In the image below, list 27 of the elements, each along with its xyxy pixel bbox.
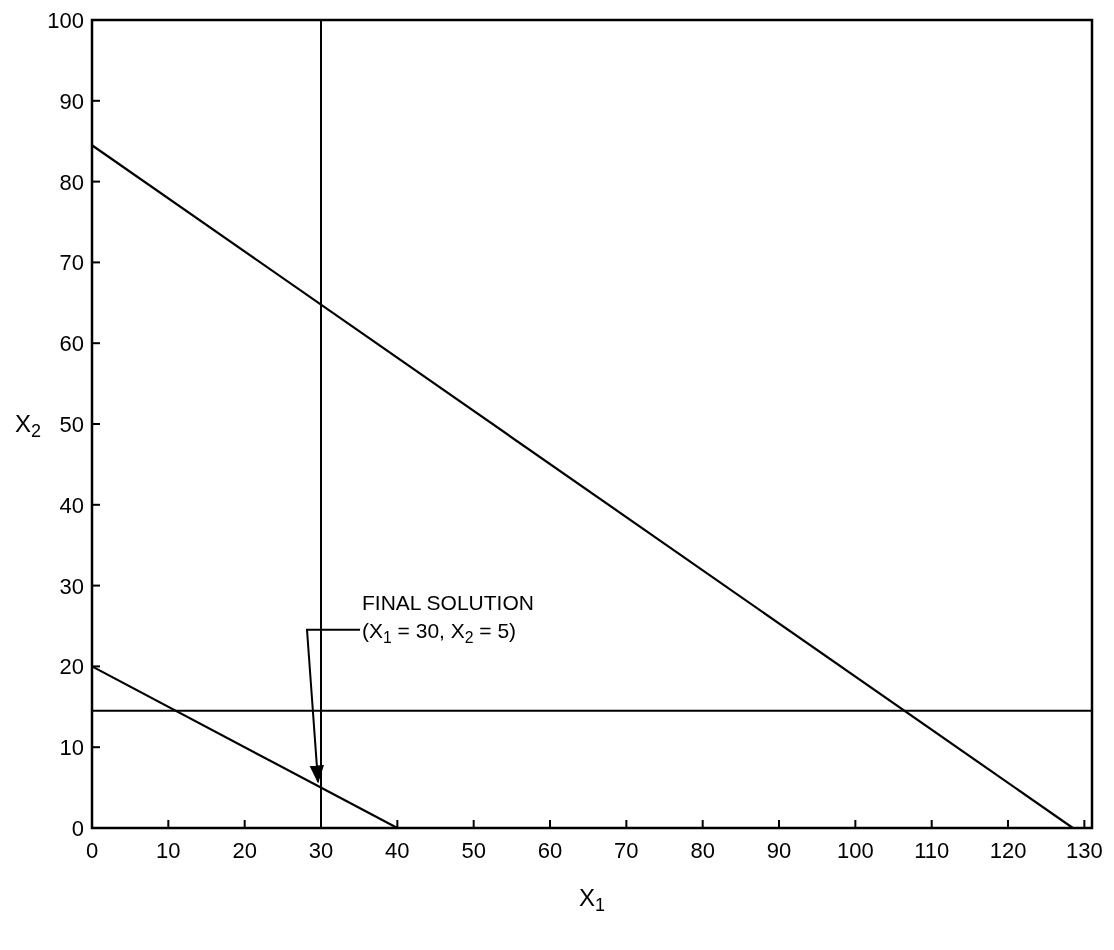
x-tick-label: 10	[156, 838, 181, 863]
y-tick-label: 60	[59, 331, 84, 357]
x-tick-label: 100	[837, 838, 874, 863]
x-tick-label: 20	[232, 838, 257, 863]
x-tick-label: 40	[385, 838, 410, 863]
x-tick-label: 90	[766, 838, 792, 863]
y-axis-title: X$_{2}$	[14, 410, 42, 442]
y-tick-label: 30	[59, 573, 84, 599]
x-tick-label: 50	[461, 838, 486, 863]
y-tick-label: 50	[59, 412, 84, 437]
x-tick-label: 70	[614, 838, 639, 863]
x-tick-label: 60	[537, 838, 563, 863]
x-axis-title: X$_{1}$	[578, 884, 606, 916]
y-tick-label: 40	[59, 492, 84, 518]
y-tick-label: 0	[71, 816, 84, 841]
y-tick-label: 10	[59, 735, 84, 761]
annotation: FINAL SOLUTION (X$_{1}$ = 30, X$_{2}$ = 5)	[362, 590, 534, 646]
x-tick-label: 80	[690, 838, 715, 863]
y-tick-label: 90	[59, 88, 84, 114]
x-tick-label: 30	[308, 838, 334, 863]
x-tick-label: 130	[1066, 838, 1103, 863]
x-tick-label: 110	[914, 838, 950, 863]
y-tick-label: 20	[59, 654, 84, 680]
y-tick-label: 70	[59, 250, 84, 276]
y-tick-label: 80	[59, 169, 84, 195]
x-tick-label: 120	[989, 838, 1027, 863]
y-tick-label: 100	[47, 8, 84, 33]
